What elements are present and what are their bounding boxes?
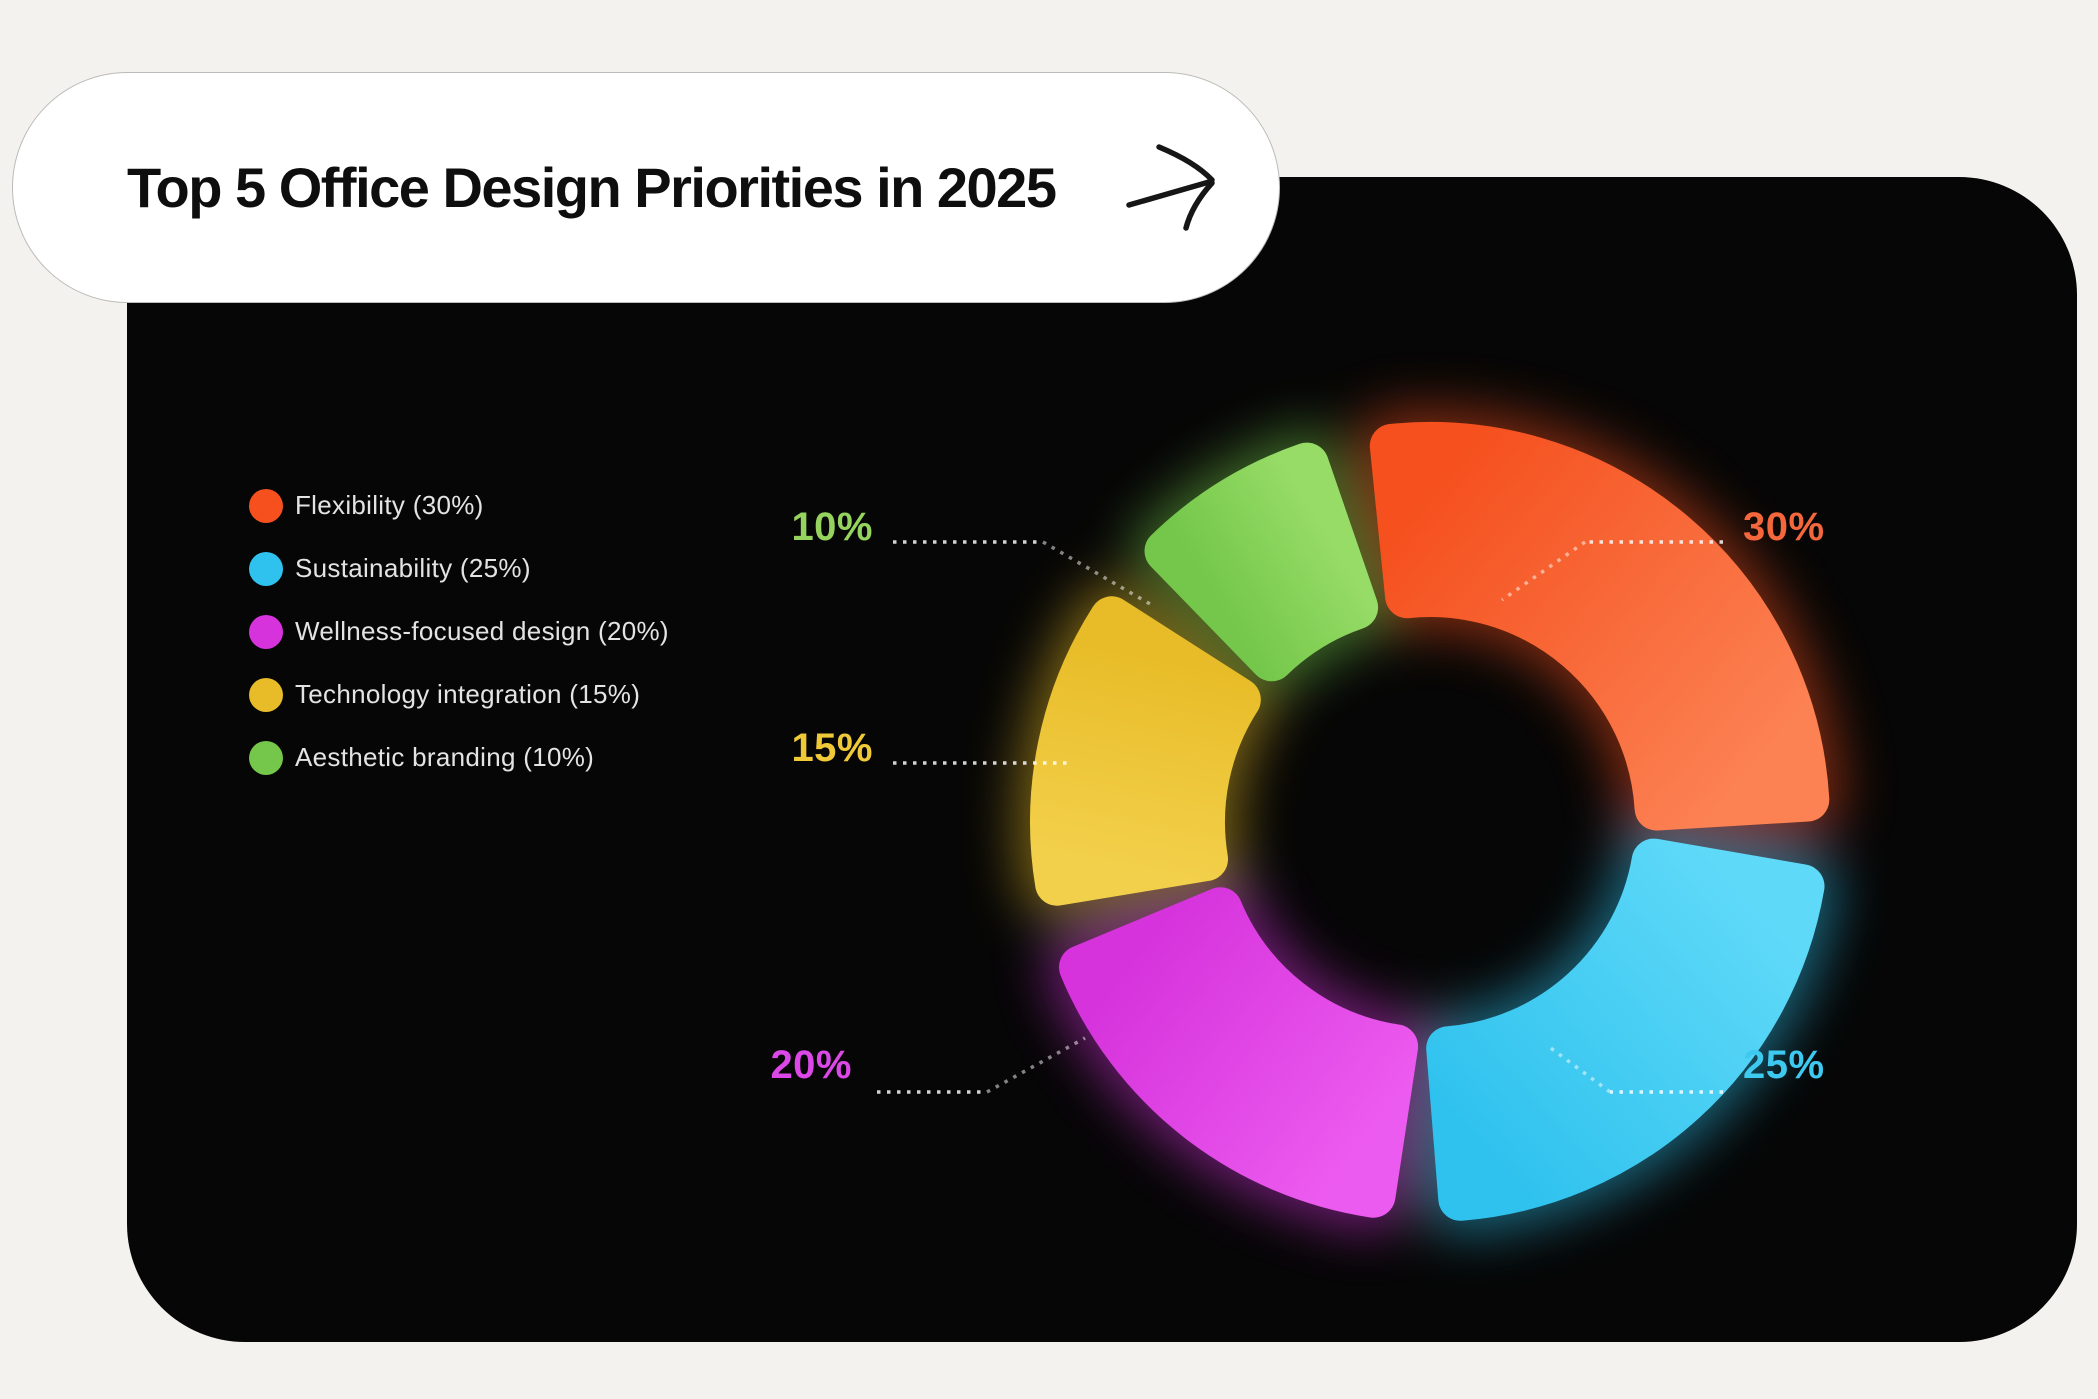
leader-lines: [877, 540, 1723, 1094]
donut-segment-aesthetic-branding: [1144, 442, 1379, 682]
arrow-lower-feather: [1183, 180, 1215, 231]
legend-item-wellness: Wellness-focused design (20%): [249, 600, 669, 663]
percent-label-technology: 15%: [791, 726, 873, 770]
donut-segment-wellness-focused-design: [1059, 887, 1419, 1218]
page-title: Top 5 Office Design Priorities in 2025: [127, 156, 1057, 219]
arrow-upper-feather: [1156, 144, 1215, 183]
leader-line-tail: [1500, 540, 1587, 602]
legend-dot-aesthetic: [249, 740, 283, 775]
legend-label: Flexibility (30%): [295, 490, 484, 520]
arrow-right-icon: [1126, 144, 1215, 231]
legend-item-technology: Technology integration (15%): [249, 663, 669, 726]
leader-line-tail: [1546, 1044, 1612, 1094]
chart-legend: Flexibility (30%) Sustainability (25%) W…: [249, 474, 669, 789]
donut-segment-flexibility: [1369, 422, 1830, 831]
legend-dot-sustainability: [249, 551, 283, 586]
donut-segment-technology-integration: [1030, 596, 1261, 906]
percent-label-sustainability: 25%: [1743, 1043, 1825, 1087]
legend-item-sustainability: Sustainability (25%): [249, 537, 669, 600]
legend-item-aesthetic: Aesthetic branding (10%): [249, 726, 669, 789]
percent-label-aesthetic: 10%: [791, 505, 873, 549]
legend-label: Wellness-focused design (20%): [295, 616, 669, 646]
legend-label: Sustainability (25%): [295, 553, 531, 583]
leader-line-tail: [986, 1036, 1086, 1094]
legend-dot-technology: [249, 677, 283, 712]
legend-label: Aesthetic branding (10%): [295, 742, 595, 772]
arrow-shaft: [1126, 179, 1212, 208]
donut-segment-sustainability: [1426, 838, 1825, 1221]
title-pill: Top 5 Office Design Priorities in 2025: [12, 72, 1280, 303]
legend-dot-flexibility: [249, 488, 283, 523]
legend-label: Technology integration (15%): [295, 679, 641, 709]
legend-dot-wellness: [249, 614, 283, 649]
donut-segments: [1030, 422, 1830, 1221]
leader-line-tail: [1042, 540, 1151, 606]
percent-label-wellness: 20%: [770, 1043, 852, 1087]
legend-item-flexibility: Flexibility (30%): [249, 474, 669, 537]
percent-label-flexibility: 30%: [1743, 505, 1825, 549]
